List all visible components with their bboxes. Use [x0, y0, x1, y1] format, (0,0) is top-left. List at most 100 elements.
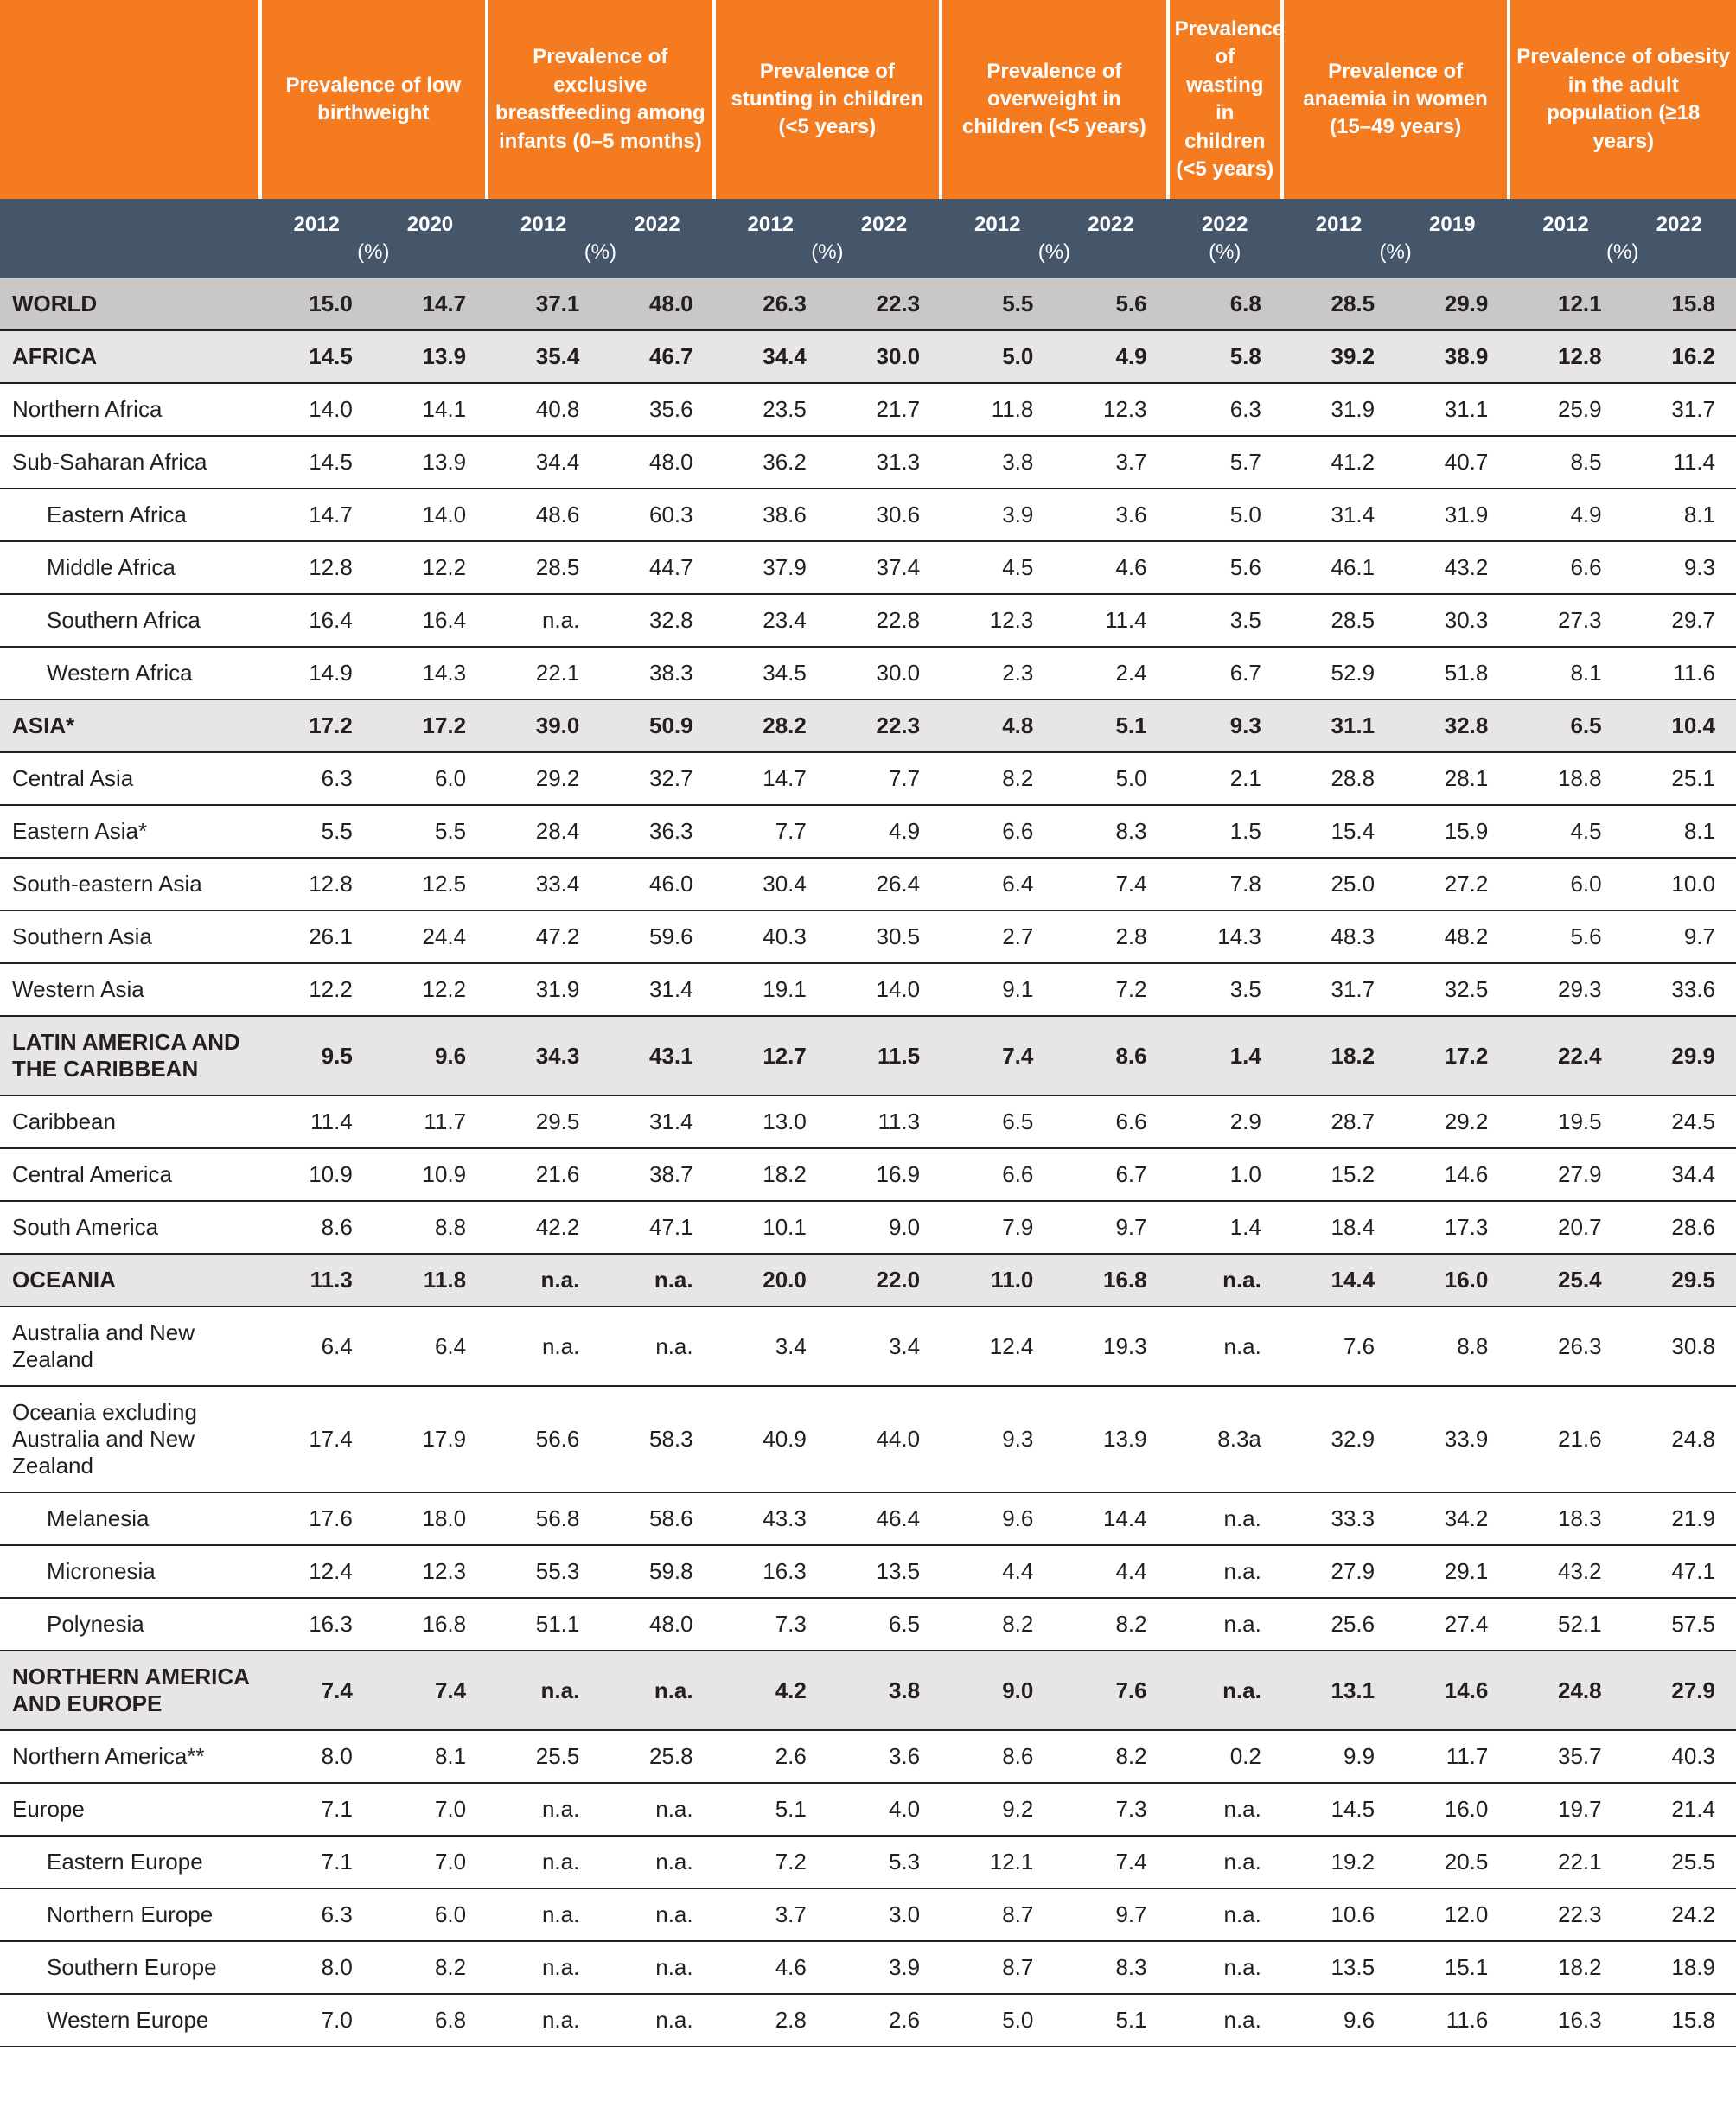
- table-row: Central Asia6.36.029.232.714.77.78.25.02…: [0, 752, 1736, 805]
- data-cell: 31.4: [600, 963, 713, 1016]
- data-cell: 3.5: [1168, 963, 1282, 1016]
- data-cell: 25.5: [1623, 1836, 1736, 1888]
- data-cell: 33.6: [1623, 963, 1736, 1016]
- data-cell: 12.2: [373, 963, 487, 1016]
- data-cell: 31.1: [1282, 699, 1395, 752]
- data-cell: 29.5: [1623, 1254, 1736, 1306]
- data-cell: 14.5: [260, 436, 373, 489]
- row-label: Northern Africa: [0, 383, 260, 436]
- data-cell: 28.5: [487, 541, 600, 594]
- table-row: South-eastern Asia12.812.533.446.030.426…: [0, 858, 1736, 910]
- data-cell: 4.2: [714, 1651, 827, 1730]
- data-cell: 1.4: [1168, 1201, 1282, 1254]
- data-cell: 4.9: [827, 805, 941, 858]
- data-cell: 4.6: [1054, 541, 1167, 594]
- data-cell: 14.1: [373, 383, 487, 436]
- data-cell: n.a.: [487, 1254, 600, 1306]
- data-cell: 7.0: [260, 1994, 373, 2047]
- data-cell: 52.1: [1509, 1598, 1622, 1651]
- data-cell: 1.0: [1168, 1148, 1282, 1201]
- data-cell: 55.3: [487, 1545, 600, 1598]
- data-cell: 6.4: [373, 1306, 487, 1386]
- row-label: Eastern Africa: [0, 489, 260, 541]
- row-label: Sub-Saharan Africa: [0, 436, 260, 489]
- data-cell: 7.6: [1282, 1306, 1395, 1386]
- data-cell: 21.6: [487, 1148, 600, 1201]
- data-cell: 19.5: [1509, 1096, 1622, 1148]
- data-cell: 16.4: [260, 594, 373, 647]
- year-cell: 2022: [1623, 199, 1736, 240]
- data-cell: 16.0: [1395, 1783, 1509, 1836]
- data-cell: 7.3: [1054, 1783, 1167, 1836]
- data-cell: 48.2: [1395, 910, 1509, 963]
- data-cell: 20.0: [714, 1254, 827, 1306]
- data-cell: 3.7: [714, 1888, 827, 1941]
- data-cell: n.a.: [1168, 1598, 1282, 1651]
- row-label: Central America: [0, 1148, 260, 1201]
- data-cell: 9.0: [827, 1201, 941, 1254]
- table-row: Middle Africa12.812.228.544.737.937.44.5…: [0, 541, 1736, 594]
- data-cell: 46.1: [1282, 541, 1395, 594]
- data-cell: 3.8: [941, 436, 1054, 489]
- data-cell: 17.9: [373, 1386, 487, 1492]
- data-cell: 29.1: [1395, 1545, 1509, 1598]
- data-cell: 15.8: [1623, 278, 1736, 330]
- data-cell: 31.7: [1282, 963, 1395, 1016]
- data-cell: 35.4: [487, 330, 600, 383]
- data-cell: 40.7: [1395, 436, 1509, 489]
- data-cell: 4.5: [941, 541, 1054, 594]
- data-cell: 15.0: [260, 278, 373, 330]
- data-cell: 10.6: [1282, 1888, 1395, 1941]
- data-cell: 27.4: [1395, 1598, 1509, 1651]
- data-cell: 12.3: [373, 1545, 487, 1598]
- data-cell: 8.5: [1509, 436, 1622, 489]
- data-cell: 14.4: [1282, 1254, 1395, 1306]
- data-cell: 12.4: [260, 1545, 373, 1598]
- data-cell: 11.8: [373, 1254, 487, 1306]
- data-cell: 5.7: [1168, 436, 1282, 489]
- data-cell: n.a.: [487, 1651, 600, 1730]
- data-cell: n.a.: [600, 1254, 713, 1306]
- data-cell: 17.2: [373, 699, 487, 752]
- data-cell: 12.7: [714, 1016, 827, 1096]
- data-cell: 40.3: [1623, 1730, 1736, 1783]
- data-cell: 30.0: [827, 647, 941, 699]
- unit-cell: (%): [714, 240, 941, 278]
- year-cell: 2022: [600, 199, 713, 240]
- data-cell: n.a.: [600, 1651, 713, 1730]
- data-cell: 6.3: [260, 752, 373, 805]
- data-cell: 18.2: [1282, 1016, 1395, 1096]
- data-cell: 24.8: [1509, 1651, 1622, 1730]
- data-cell: 30.3: [1395, 594, 1509, 647]
- data-cell: 22.3: [827, 278, 941, 330]
- data-cell: 9.5: [260, 1016, 373, 1096]
- data-cell: n.a.: [1168, 1254, 1282, 1306]
- data-cell: 5.6: [1509, 910, 1622, 963]
- data-cell: 40.8: [487, 383, 600, 436]
- data-cell: 14.0: [260, 383, 373, 436]
- col-header: Prevalence of low birthweight: [260, 0, 488, 199]
- row-label: Eastern Europe: [0, 1836, 260, 1888]
- data-cell: 30.5: [827, 910, 941, 963]
- data-cell: 12.8: [260, 858, 373, 910]
- data-cell: 16.3: [1509, 1994, 1622, 2047]
- data-cell: 7.4: [373, 1651, 487, 1730]
- data-cell: 34.4: [1623, 1148, 1736, 1201]
- data-cell: 14.3: [373, 647, 487, 699]
- data-cell: 18.0: [373, 1492, 487, 1545]
- data-cell: 26.3: [714, 278, 827, 330]
- table-row: Southern Africa16.416.4n.a.32.823.422.81…: [0, 594, 1736, 647]
- data-cell: 22.1: [1509, 1836, 1622, 1888]
- data-cell: 17.4: [260, 1386, 373, 1492]
- data-cell: 41.2: [1282, 436, 1395, 489]
- data-cell: 4.6: [714, 1941, 827, 1994]
- data-cell: 28.7: [1282, 1096, 1395, 1148]
- data-cell: 3.6: [1054, 489, 1167, 541]
- data-cell: 24.4: [373, 910, 487, 963]
- data-cell: 19.7: [1509, 1783, 1622, 1836]
- data-cell: 13.1: [1282, 1651, 1395, 1730]
- row-label: ASIA*: [0, 699, 260, 752]
- data-cell: 43.2: [1395, 541, 1509, 594]
- data-cell: 60.3: [600, 489, 713, 541]
- data-cell: 6.5: [941, 1096, 1054, 1148]
